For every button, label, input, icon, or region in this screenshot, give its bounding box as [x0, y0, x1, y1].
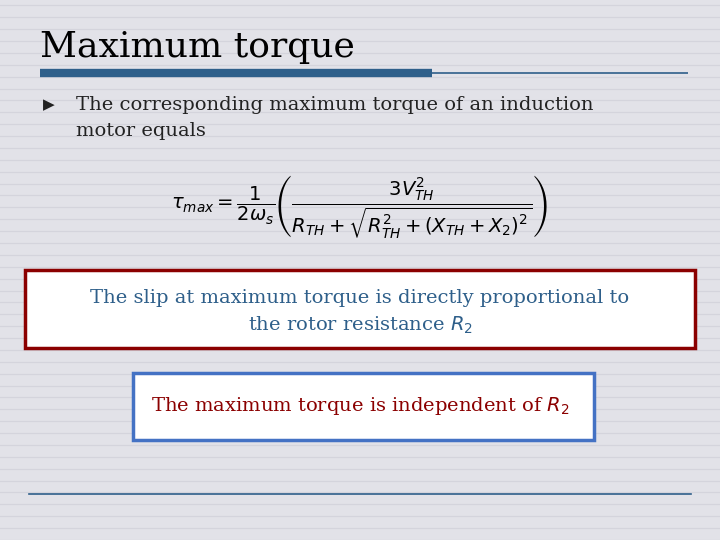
Text: $\tau_{max} = \dfrac{1}{2\omega_s}\left(\dfrac{3V_{TH}^2}{R_{TH} + \sqrt{R_{TH}^: $\tau_{max} = \dfrac{1}{2\omega_s}\left(… — [171, 174, 549, 241]
Text: $\blacktriangleright$: $\blacktriangleright$ — [40, 97, 56, 113]
Text: motor equals: motor equals — [76, 122, 205, 139]
FancyBboxPatch shape — [133, 373, 594, 440]
Text: The corresponding maximum torque of an induction: The corresponding maximum torque of an i… — [76, 96, 593, 114]
FancyBboxPatch shape — [25, 270, 695, 348]
Text: Maximum torque: Maximum torque — [40, 30, 354, 64]
Text: the rotor resistance $R_2$: the rotor resistance $R_2$ — [248, 314, 472, 336]
Text: The maximum torque is independent of $R_2$: The maximum torque is independent of $R_… — [150, 395, 570, 417]
Text: The slip at maximum torque is directly proportional to: The slip at maximum torque is directly p… — [91, 289, 629, 307]
